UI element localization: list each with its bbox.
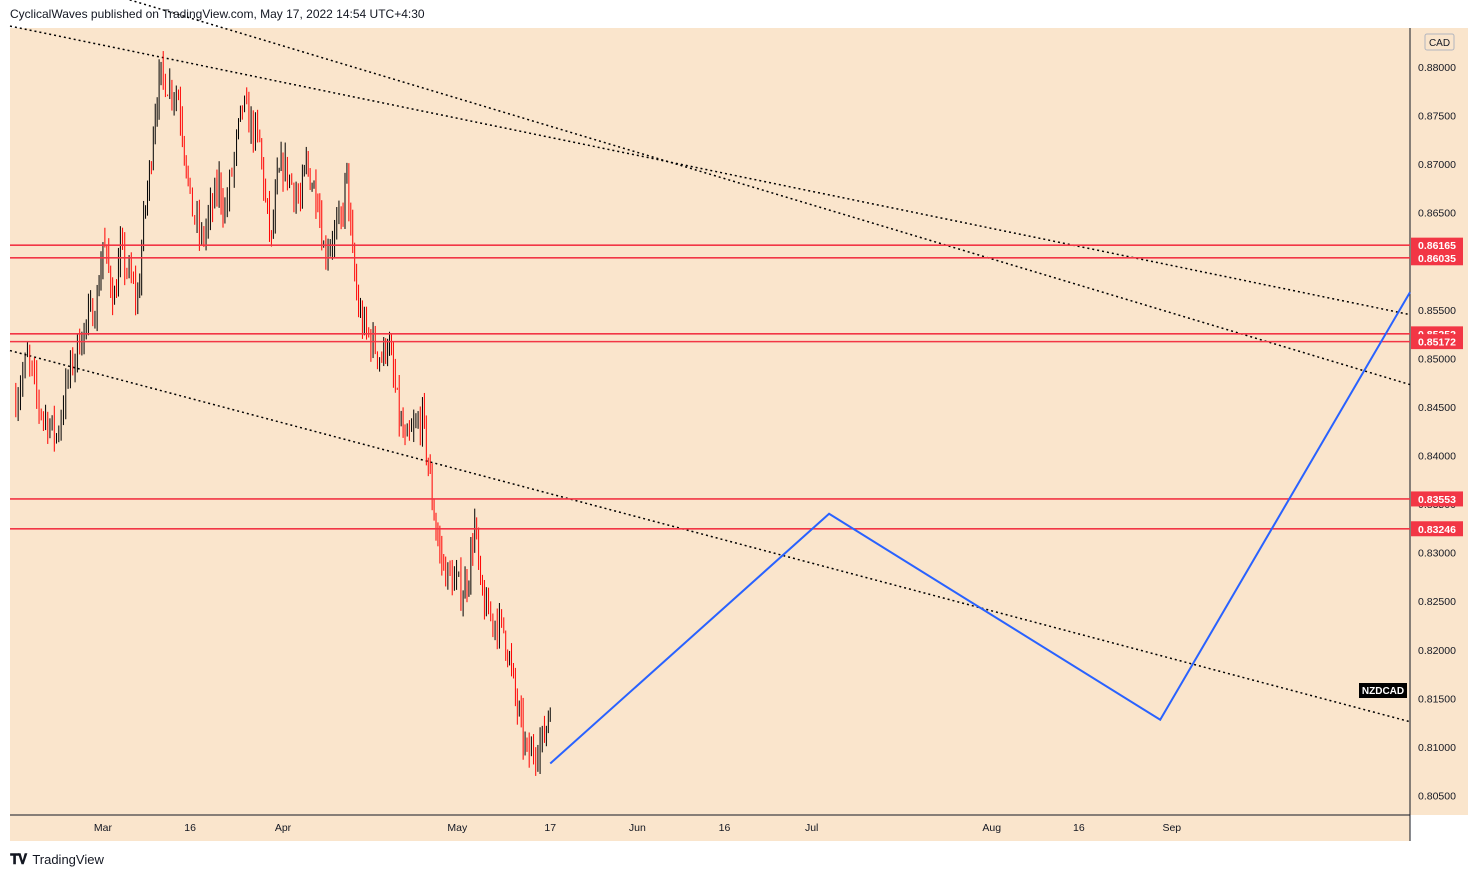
y-tick-label: 0.81000	[1418, 742, 1456, 754]
projection-line	[549, 291, 1411, 765]
footer-brand: TradingView	[32, 852, 104, 867]
level-label-bg	[1411, 250, 1463, 266]
y-tick-label: 0.87000	[1418, 159, 1456, 171]
x-tick-label: Aug	[982, 822, 1001, 834]
y-tick-label: 0.84000	[1418, 451, 1456, 463]
level-label: 0.85172	[1418, 337, 1456, 349]
price-axis-background	[1410, 28, 1468, 815]
y-tick-label: 0.88000	[1418, 62, 1456, 74]
x-tick-label: Jul	[805, 822, 818, 834]
horizontal-levels	[10, 244, 1410, 530]
level-label: 0.86035	[1418, 253, 1456, 265]
footer: 𝐓𝐕 TradingView	[10, 851, 104, 868]
level-label-bg	[1411, 237, 1463, 253]
tradingview-logo-icon: 𝐓𝐕	[10, 851, 27, 867]
currency-label: CAD	[1429, 38, 1450, 49]
currency-badge[interactable]	[1424, 33, 1455, 51]
level-label: 0.83553	[1418, 494, 1456, 506]
publisher-header: CyclicalWaves published on TradingView.c…	[10, 7, 425, 21]
level-label: 0.86165	[1418, 240, 1456, 252]
level-label-bg	[1411, 491, 1463, 507]
level-labels: 0.861650.860350.852520.851720.835530.832…	[1411, 237, 1463, 537]
time-axis: Mar 16 Apr May 17 Jun 16 Jul Aug 16 Sep	[94, 822, 1181, 834]
plot-background	[10, 28, 1410, 815]
x-tick-label: May	[447, 822, 468, 834]
trendline-0	[9, 25, 1411, 316]
time-axis-background	[10, 815, 1410, 841]
y-tick-label: 0.85000	[1418, 353, 1456, 365]
x-tick-label: 16	[184, 822, 196, 834]
y-tick-label: 0.82000	[1418, 645, 1456, 657]
trendline-2	[9, 349, 1411, 723]
x-tick-label: Jun	[629, 822, 646, 834]
y-tick-label: 0.80500	[1418, 791, 1456, 803]
x-tick-label: 16	[1073, 822, 1085, 834]
y-tick-label: 0.84500	[1418, 402, 1456, 414]
y-tick-label: 0.86500	[1418, 208, 1456, 220]
symbol-label: NZDCAD	[1362, 686, 1404, 697]
level-label: 0.83246	[1418, 524, 1456, 536]
y-tick-label: 0.87500	[1418, 110, 1456, 122]
x-tick-label: Apr	[275, 822, 292, 834]
y-tick-label: 0.82500	[1418, 596, 1456, 608]
projection-path	[549, 291, 1411, 765]
y-tick-label: 0.85500	[1418, 305, 1456, 317]
x-tick-label: Mar	[94, 822, 113, 834]
x-tick-label: 17	[544, 822, 556, 834]
level-label-bg	[1411, 521, 1463, 537]
level-label-bg	[1411, 334, 1463, 350]
trendline-1	[127, 0, 1411, 386]
x-tick-label: Sep	[1162, 822, 1181, 834]
y-tick-label: 0.81500	[1418, 693, 1456, 705]
x-tick-label: 16	[719, 822, 731, 834]
symbol-badge	[1359, 683, 1407, 698]
y-tick-label: 0.83000	[1418, 548, 1456, 560]
candles	[15, 51, 551, 776]
trendlines	[9, 0, 1411, 723]
